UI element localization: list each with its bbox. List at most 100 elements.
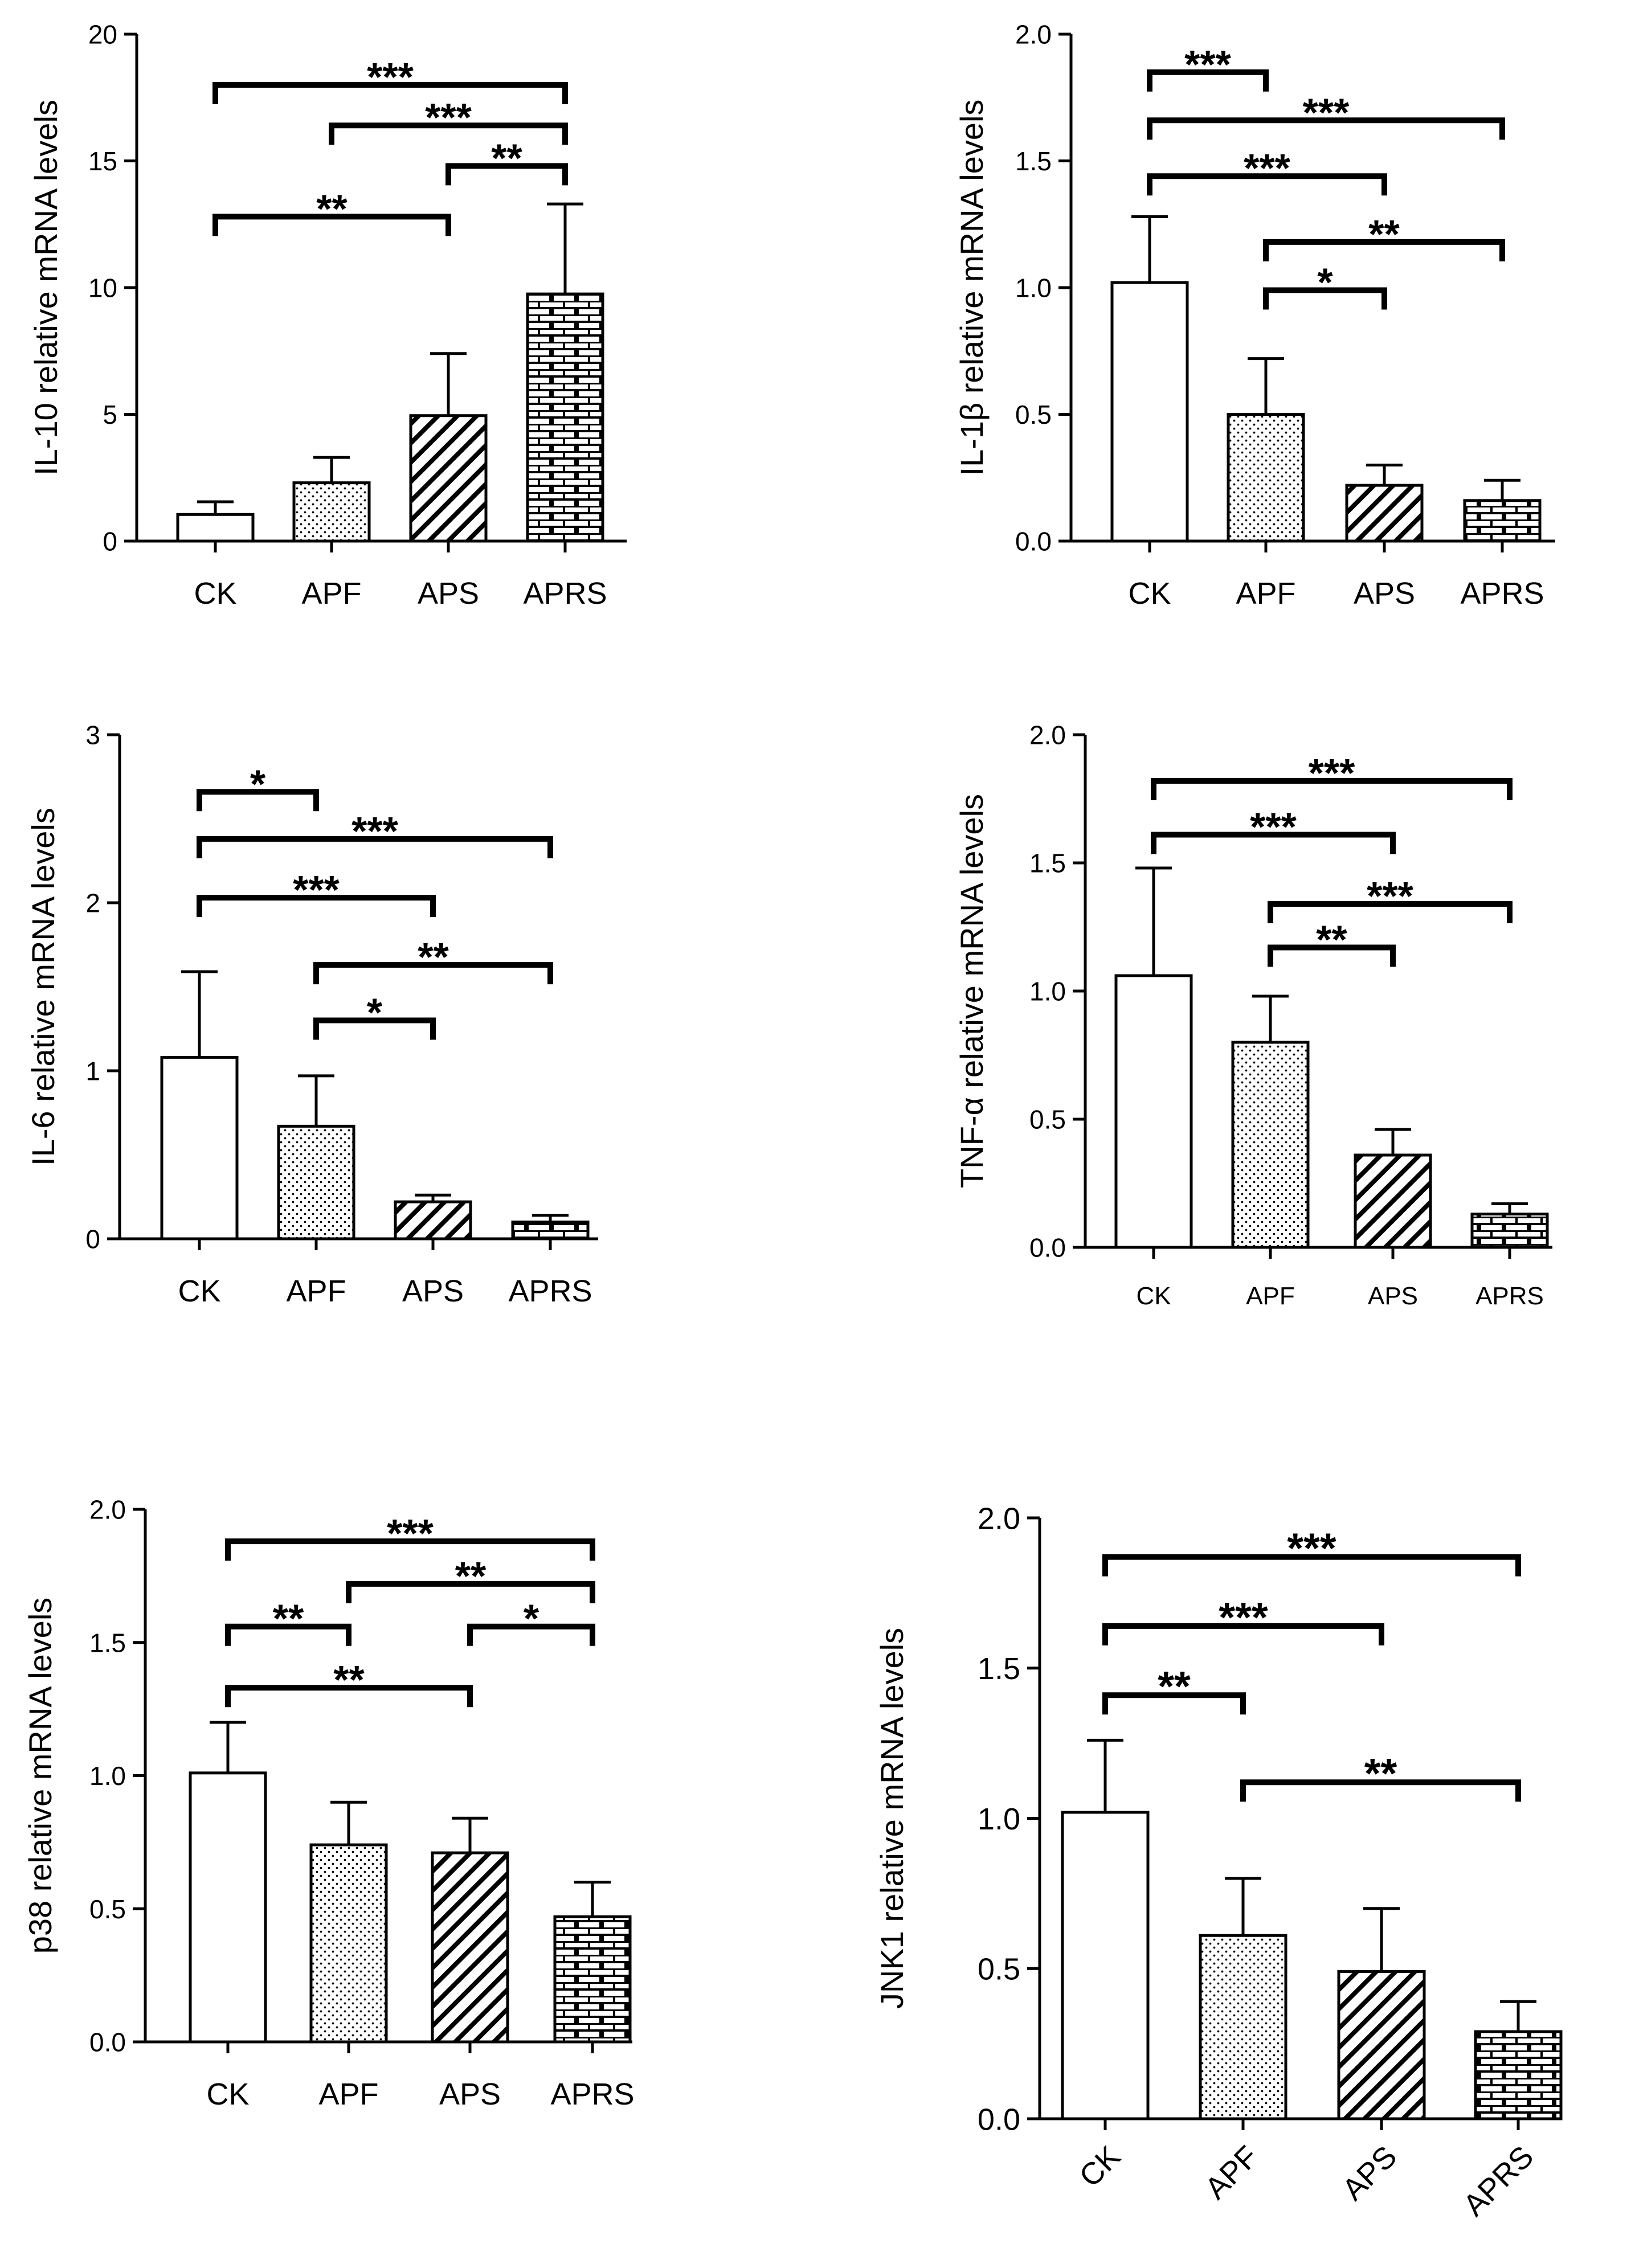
significance-bracket (197, 789, 319, 812)
bar-ck (189, 1771, 267, 2044)
y-tick-label: 1.0 (1015, 273, 1052, 303)
significance-label: ** (491, 136, 522, 180)
y-tick-label: 0.0 (89, 2028, 126, 2057)
significance-bracket (1268, 944, 1396, 967)
y-tick-label: 2.0 (89, 1495, 126, 1525)
significance-label: *** (1250, 805, 1297, 849)
y-axis-label: JNK1 relative mRNA levels (874, 1628, 910, 2009)
y-tick-label: 0.0 (1015, 527, 1052, 556)
y-tick-label: 0 (85, 1225, 100, 1254)
y-tick-label: 1.0 (89, 1761, 126, 1791)
y-tick-label: 1.5 (1029, 849, 1066, 878)
bar-apf (277, 1124, 355, 1241)
significance-label: ** (333, 1657, 365, 1702)
bar-apf (1227, 413, 1305, 543)
bar-ck (176, 513, 255, 543)
y-tick-label: 0.0 (978, 2102, 1020, 2136)
bar-aps (431, 1851, 509, 2044)
significance-label: *** (351, 809, 398, 853)
significance-bracket (313, 1017, 436, 1040)
y-tick-label: 1.5 (89, 1628, 126, 1657)
chart-panel-il1b: 0.0 0.5 1.0 1.5 2.0 IL-1β relative mRNA level… (954, 20, 1555, 611)
bar-aps (394, 1200, 472, 1241)
x-tick-label: APS (1354, 576, 1415, 611)
y-tick-label: 1.0 (1029, 977, 1066, 1006)
significance-bracket (1151, 778, 1513, 800)
significance-label: *** (387, 1511, 434, 1555)
significance-label: * (524, 1596, 539, 1641)
x-tick-label: APF (318, 2077, 378, 2111)
significance-bracket (1263, 287, 1387, 310)
bar-apf (309, 1843, 388, 2044)
x-tick-label: APF (1246, 1282, 1295, 1310)
x-tick-label: CK (1128, 576, 1171, 611)
chart-panel-p38: 0.0 0.5 1.0 1.5 2.0 p38 relative mRNA levels C… (22, 1495, 635, 2111)
y-tick-label: 10 (88, 273, 117, 303)
bar-aps (409, 414, 488, 543)
significance-label: *** (293, 867, 340, 912)
y-tick-label: 15 (88, 146, 117, 176)
x-tick-label: APRS (1475, 1282, 1544, 1310)
y-tick-label: 2.0 (1029, 720, 1066, 750)
significance-bracket (1151, 832, 1396, 854)
significance-label: ** (418, 935, 449, 979)
y-tick-label: 0.0 (1029, 1233, 1066, 1263)
bar-aps (1337, 1970, 1426, 2120)
bar-ck (160, 1055, 239, 1241)
significance-bracket (1102, 1554, 1521, 1577)
x-tick-label: APS (1336, 2139, 1404, 2207)
significance-bracket (445, 163, 568, 186)
significance-label: * (367, 990, 383, 1035)
x-tick-label: APF (1199, 2139, 1265, 2206)
significance-label: * (1317, 260, 1333, 304)
significance-label: *** (1303, 90, 1350, 134)
bar-aprs (553, 1915, 632, 2044)
x-tick-label: APS (439, 2077, 501, 2111)
x-tick-label: APRS (523, 576, 607, 611)
significance-label: ** (1316, 918, 1347, 962)
y-axis-label: IL-1β relative mRNA levels (954, 100, 990, 476)
significance-bracket (225, 1623, 351, 1646)
y-tick-label: 0.5 (1029, 1105, 1066, 1135)
y-tick-label: 0.5 (89, 1894, 126, 1924)
significance-bracket (313, 962, 553, 985)
bar-aprs (526, 292, 604, 543)
bar-ck (1110, 281, 1189, 543)
x-tick-label: APRS (550, 2077, 634, 2111)
chart-panel-il10: 0 5 10 15 20 IL-10 relative mRNA levels CK APF A… (28, 20, 627, 611)
significance-bracket (1147, 69, 1269, 92)
significance-label: *** (1184, 42, 1231, 87)
significance-bracket (467, 1623, 595, 1646)
bar-ck (1114, 974, 1193, 1249)
y-tick-label: 20 (88, 20, 117, 50)
significance-label: ** (455, 1554, 487, 1598)
significance-label: *** (1367, 874, 1413, 918)
significance-label: ** (316, 186, 348, 231)
y-tick-label: 1.0 (978, 1802, 1020, 1836)
significance-bracket (1102, 1692, 1246, 1715)
significance-bracket (1240, 1779, 1521, 1802)
significance-label: ** (273, 1596, 304, 1641)
bar-aps (1354, 1153, 1432, 1249)
chart-panel-tnfa: 0.0 0.5 1.0 1.5 2.0 TNF-α relative mRNA level… (954, 720, 1552, 1310)
y-tick-label: 0.5 (1015, 400, 1052, 429)
significance-label: *** (367, 55, 414, 99)
significance-label: ** (1368, 212, 1400, 256)
x-tick-label: CK (194, 576, 236, 611)
x-tick-label: APRS (1460, 576, 1544, 611)
y-tick-label: 5 (103, 400, 117, 429)
significance-bracket (1263, 239, 1505, 261)
y-axis-label: p38 relative mRNA levels (22, 1598, 58, 1954)
y-tick-label: 3 (85, 720, 100, 750)
bar-aps (1345, 484, 1424, 543)
significance-bracket (212, 82, 568, 104)
significance-label: ** (1158, 1663, 1191, 1710)
significance-label: *** (1219, 1594, 1268, 1641)
significance-label: *** (1309, 751, 1355, 795)
y-tick-label: 2.0 (978, 1501, 1020, 1536)
y-axis-label: IL-10 relative mRNA levels (28, 100, 64, 476)
significance-bracket (329, 122, 568, 145)
significance-bracket (225, 1538, 595, 1561)
x-tick-label: APF (1236, 576, 1295, 611)
y-axis-label: TNF-α relative mRNA levels (954, 794, 990, 1188)
